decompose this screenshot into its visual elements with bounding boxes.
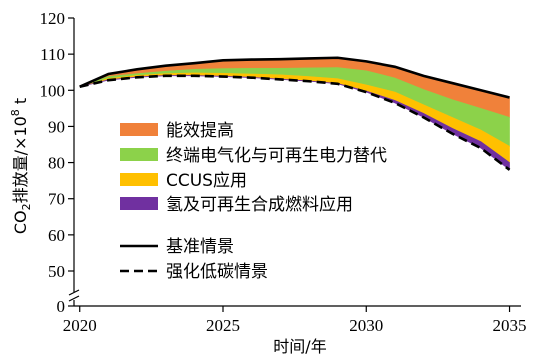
- tick-labels: 0 50 60 70 80 90 100 110 120 2020 2025 2030 2035: [40, 9, 527, 335]
- legend-swatch-electrification: [120, 148, 158, 161]
- y-tick-label-0: 0: [57, 297, 66, 316]
- legend-swatch-ccus: [120, 173, 158, 186]
- y-title-subscript: 2: [20, 203, 33, 210]
- y-title-superscript: 8: [9, 109, 22, 116]
- y-tick-label-90: 90: [48, 117, 65, 136]
- y-tick-label-70: 70: [48, 190, 65, 209]
- y-title-part-co: CO: [11, 210, 30, 234]
- tick-marks: [68, 17, 511, 312]
- legend-label-ccus: CCUS应用: [166, 171, 247, 191]
- legend-label-hydrogen: 氢及可再生合成燃料应用: [166, 195, 353, 215]
- y-tick-label-120: 120: [40, 9, 66, 28]
- legend-label-baseline: 基准情景: [166, 237, 234, 257]
- x-axis-title: 时间/年: [273, 337, 326, 356]
- x-tick-label-2035: 2035: [493, 316, 527, 335]
- y-title-unit: t: [11, 98, 30, 109]
- legend-label-electrification: 终端电气化与可再生电力替代: [166, 146, 387, 166]
- x-tick-label-2030: 2030: [349, 316, 383, 335]
- y-tick-label-50: 50: [48, 262, 65, 281]
- x-tick-label-2020: 2020: [63, 316, 97, 335]
- y-axis-break-mark: [68, 289, 80, 302]
- y-tick-label-60: 60: [48, 226, 65, 245]
- legend-label-low-carbon: 强化低碳情景: [166, 262, 268, 282]
- low-carbon-scenario-line: [79, 74, 511, 171]
- y-tick-label-80: 80: [48, 154, 65, 173]
- legend: 能效提高 终端电气化与可再生电力替代 CCUS应用 氢及可再生合成燃料应用 基准…: [120, 121, 387, 282]
- axes: [68, 18, 521, 307]
- baseline-scenario-line: [79, 56, 510, 99]
- y-tick-label-110: 110: [40, 45, 65, 64]
- x-tick-label-2025: 2025: [206, 316, 240, 335]
- y-title-part-amount: 排放量/×10: [11, 116, 30, 203]
- legend-swatch-hydrogen: [120, 197, 158, 210]
- y-tick-label-100: 100: [40, 81, 66, 100]
- y-axis-title: CO2排放量/×108 t: [9, 98, 33, 234]
- legend-label-efficiency: 能效提高: [166, 121, 234, 141]
- legend-swatch-efficiency: [120, 123, 158, 136]
